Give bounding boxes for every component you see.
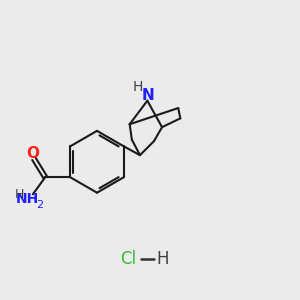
Text: 2: 2 (36, 200, 43, 210)
Text: O: O (26, 146, 39, 161)
Text: H: H (15, 188, 24, 201)
Text: Cl: Cl (120, 250, 136, 268)
Text: NH: NH (16, 192, 39, 206)
Text: H: H (156, 250, 169, 268)
Text: H: H (133, 80, 143, 94)
Text: N: N (142, 88, 154, 103)
